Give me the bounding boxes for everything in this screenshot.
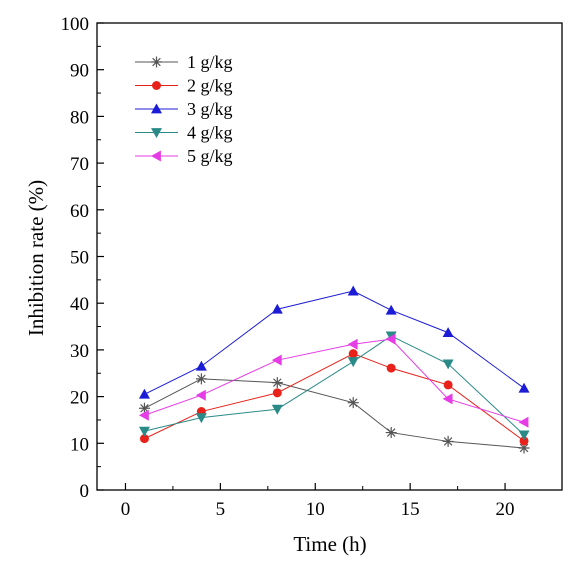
data-point: [386, 363, 396, 373]
x-tick-label: 5: [216, 499, 226, 520]
legend-item: 5 g/kg: [135, 146, 233, 166]
legend-label: 1 g/kg: [187, 52, 233, 72]
data-point: [443, 380, 453, 390]
data-point: [385, 427, 397, 439]
data-point: [442, 435, 454, 447]
legend-label: 5 g/kg: [187, 146, 233, 166]
y-tick-label: 100: [61, 14, 90, 35]
data-point: [195, 360, 207, 371]
series-lines: [138, 285, 530, 454]
y-tick-label: 10: [70, 434, 89, 455]
y-tick-label: 60: [70, 201, 89, 222]
data-point: [271, 377, 283, 389]
data-point: [518, 382, 530, 393]
legend-marker: [151, 103, 162, 114]
series-2: [139, 349, 529, 446]
data-point: [138, 409, 149, 421]
axis-ticks: 0 5 10 15 20 0 10 20 30 40 50 60 70 80 90 100: [61, 14, 515, 520]
data-point: [272, 388, 282, 398]
y-tick-label: 80: [70, 107, 89, 128]
plot-frame: [96, 22, 563, 491]
y-tick-label: 70: [70, 154, 89, 175]
data-point: [138, 402, 150, 414]
data-point: [347, 338, 358, 350]
data-point: [195, 373, 207, 385]
data-point: [442, 393, 453, 405]
data-point: [518, 416, 529, 428]
legend-marker: [152, 81, 161, 90]
series-3: [138, 285, 530, 399]
data-point: [271, 354, 282, 366]
y-tick-label: 40: [70, 294, 89, 315]
data-point: [347, 285, 359, 296]
y-tick-label: 0: [80, 481, 90, 502]
data-point: [518, 430, 530, 441]
y-tick-label: 20: [70, 388, 89, 409]
x-tick-label: 10: [306, 499, 325, 520]
data-point: [271, 303, 283, 314]
data-point: [519, 436, 529, 446]
data-point: [518, 442, 530, 454]
y-tick-label: 50: [70, 248, 89, 269]
legend-marker: [151, 56, 162, 68]
y-axis-title: Inhibition rate (%): [24, 180, 48, 336]
legend-item: 3 g/kg: [135, 99, 233, 119]
data-point: [195, 413, 207, 424]
data-point: [385, 304, 397, 315]
x-tick-label: 20: [496, 499, 515, 520]
legend-item: 2 g/kg: [135, 76, 233, 96]
data-point: [139, 434, 149, 444]
data-point: [271, 404, 283, 415]
data-point: [347, 357, 359, 368]
legend: 1 g/kg 2 g/kg 3 g/kg 4 g/kg 5 g/kg: [135, 52, 233, 166]
series-1: [138, 373, 530, 454]
data-point: [347, 397, 359, 409]
x-tick-label: 0: [121, 499, 131, 520]
data-point: [385, 333, 396, 345]
legend-label: 2 g/kg: [187, 76, 233, 96]
x-axis-title: Time (h): [293, 532, 366, 556]
legend-marker: [151, 128, 162, 138]
data-point: [442, 359, 454, 370]
legend-label: 4 g/kg: [187, 123, 233, 143]
data-point: [195, 389, 206, 401]
data-point: [138, 388, 150, 399]
legend-marker: [151, 150, 161, 162]
legend-label: 3 g/kg: [187, 99, 233, 119]
series-5: [138, 333, 529, 428]
legend-item: 4 g/kg: [135, 123, 233, 143]
data-point: [348, 349, 358, 359]
y-tick-label: 90: [70, 61, 89, 82]
data-point: [442, 327, 454, 338]
data-point: [138, 426, 150, 437]
plot-border: [96, 22, 563, 491]
x-tick-label: 15: [401, 499, 420, 520]
y-tick-label: 30: [70, 341, 89, 362]
legend-item: 1 g/kg: [135, 52, 233, 72]
